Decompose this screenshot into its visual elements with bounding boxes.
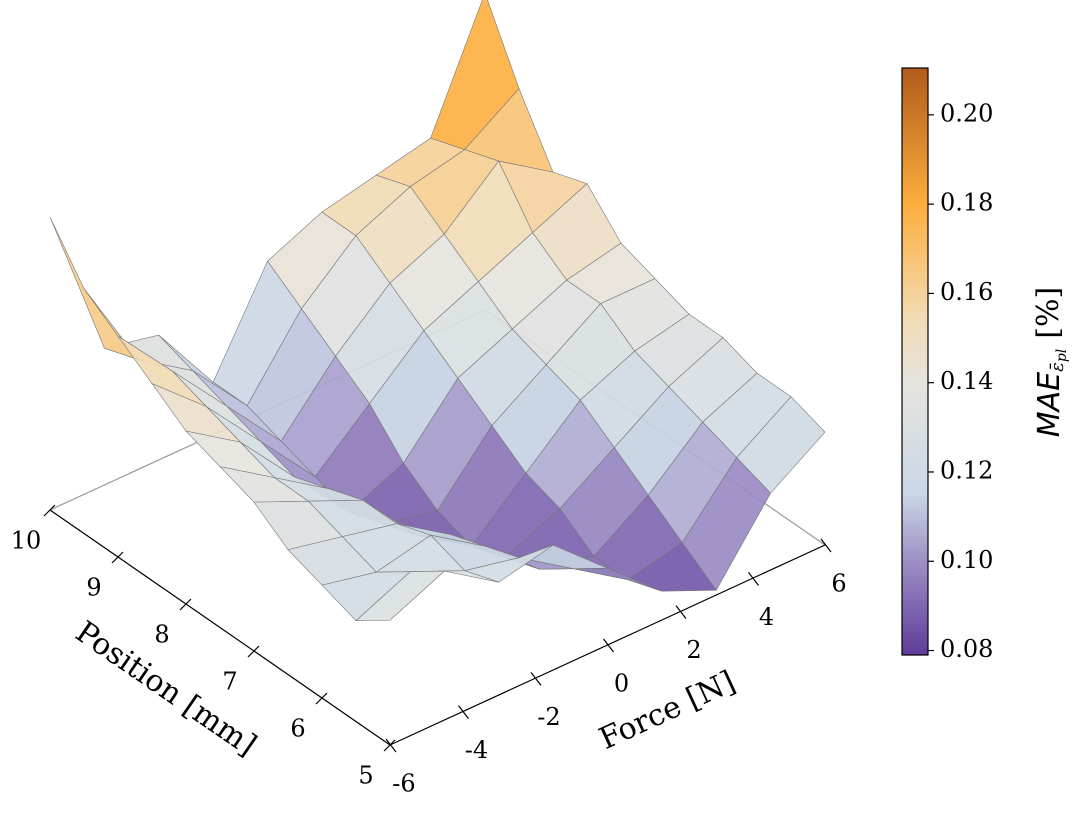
x-tick <box>748 571 759 586</box>
x-tick-label: 2 <box>686 636 701 664</box>
x-tick-label: 4 <box>759 603 774 631</box>
y-tick <box>179 598 192 611</box>
label-main: MAE <box>1032 372 1067 437</box>
x-tick <box>385 738 397 753</box>
y-tick <box>315 692 328 705</box>
colorbar-tick-label: 0.16 <box>940 278 993 306</box>
colorbar-tick-label: 0.14 <box>940 367 993 395</box>
x-tick-label: -4 <box>465 736 488 764</box>
colorbar: 0.08 0.10 0.12 0.14 0.16 0.18 0.20 MAEε̄pl [%] <box>901 67 1070 663</box>
x-tick <box>458 705 469 720</box>
colorbar-tick-label: 0.10 <box>940 546 993 574</box>
x-tick-label: 0 <box>614 670 629 698</box>
y-tick-label: 10 <box>11 527 42 555</box>
label-sub: ε̄ <box>1047 362 1068 372</box>
x-tick-label: -2 <box>537 703 560 731</box>
y-tick-label: 9 <box>86 574 101 602</box>
y-tick-label: 8 <box>154 621 169 649</box>
surface-cell <box>49 216 140 361</box>
colorbar-tick-label: 0.12 <box>940 456 993 484</box>
x-tick <box>603 638 614 653</box>
x-tick-label: -6 <box>392 770 415 798</box>
y-tick-label: 7 <box>222 668 237 696</box>
surface <box>49 0 826 622</box>
colorbar-tick-label: 0.20 <box>940 99 993 127</box>
y-tick <box>111 551 124 564</box>
x-tick <box>675 605 687 620</box>
colorbar-tick-label: 0.18 <box>940 189 993 217</box>
y-axis-line <box>49 509 391 746</box>
label-sub: pl <box>1054 349 1070 362</box>
surface-cell <box>355 570 446 621</box>
y-tick-label: 6 <box>290 715 305 743</box>
y-tick <box>43 504 56 517</box>
y-tick <box>383 739 396 752</box>
label-unit: [%] <box>1031 287 1066 339</box>
y-tick-label: 5 <box>358 762 373 790</box>
colorbar-label: MAEε̄pl [%] <box>1031 287 1070 437</box>
x-tick <box>820 538 832 553</box>
colorbar-fill <box>901 67 929 656</box>
x-tick <box>530 671 542 686</box>
colorbar-tick-label: 0.08 <box>940 635 993 663</box>
y-tick <box>247 645 260 658</box>
x-tick-label: 6 <box>831 570 846 598</box>
